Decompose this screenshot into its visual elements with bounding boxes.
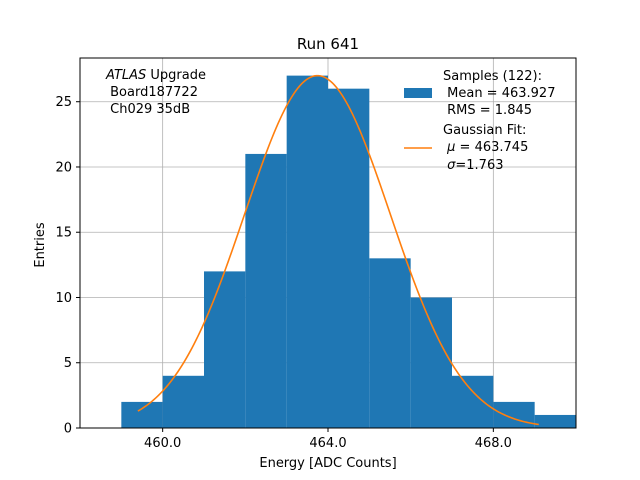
y-tick-label: 25	[55, 95, 72, 110]
y-axis-label: Entries	[33, 222, 48, 268]
x-axis-ticks: 460.0 464.0 468.0	[144, 428, 512, 451]
x-tick-label: 468.0	[475, 436, 512, 451]
histogram-bar	[245, 153, 287, 429]
histogram-bar	[204, 271, 246, 428]
histogram-bar	[410, 297, 452, 428]
legend: Samples (122): Mean = 463.927 RMS = 1.84…	[404, 69, 555, 173]
y-tick-label: 15	[55, 226, 72, 241]
legend-mu-symbol: μ	[446, 140, 455, 155]
histogram-bar	[534, 414, 576, 428]
annotation-channel: Ch029 35dB	[106, 102, 190, 117]
gaussian-fit-layer	[137, 74, 539, 426]
gaussian-fit-curve	[137, 74, 539, 426]
legend-samples-title: Samples (122):	[443, 69, 542, 84]
legend-sigma-symbol: σ	[447, 158, 456, 173]
x-tick-label: 460.0	[144, 436, 181, 451]
histogram-bar	[162, 375, 204, 428]
legend-fit-mu: μ = 463.745	[443, 140, 528, 155]
y-tick-label: 20	[55, 160, 72, 175]
histogram-bar	[121, 401, 163, 428]
annotation-experiment-suffix: Upgrade	[146, 68, 206, 83]
annotation-line-1: ATLAS Upgrade	[105, 68, 206, 83]
histogram-bars	[121, 75, 576, 429]
x-tick-label: 464.0	[309, 436, 346, 451]
chart-title: Run 641	[297, 35, 359, 53]
annotation-board: Board187722	[106, 85, 198, 100]
histogram-bar	[328, 88, 370, 428]
legend-samples-swatch	[404, 88, 432, 98]
legend-samples-mean: Mean = 463.927	[443, 86, 555, 101]
legend-fit-sigma: σ=1.763	[443, 158, 504, 173]
x-axis-label: Energy [ADC Counts]	[259, 456, 396, 471]
legend-mu-value: = 463.745	[455, 140, 528, 155]
histogram-bar	[369, 258, 411, 428]
y-axis-ticks: 0 5 10 15 20 25	[55, 95, 80, 437]
legend-samples-rms: RMS = 1.845	[443, 103, 532, 118]
y-tick-label: 5	[64, 356, 72, 371]
annotation-experiment: ATLAS	[105, 68, 146, 83]
histogram-bar	[286, 75, 328, 428]
legend-sigma-value: =1.763	[455, 158, 503, 173]
histogram-bar	[452, 375, 494, 428]
y-tick-label: 0	[64, 422, 72, 437]
run-annotation: ATLAS Upgrade Board187722 Ch029 35dB	[105, 68, 206, 117]
histogram-bar	[493, 401, 535, 428]
y-tick-label: 10	[55, 291, 72, 306]
legend-fit-title: Gaussian Fit:	[443, 123, 526, 138]
